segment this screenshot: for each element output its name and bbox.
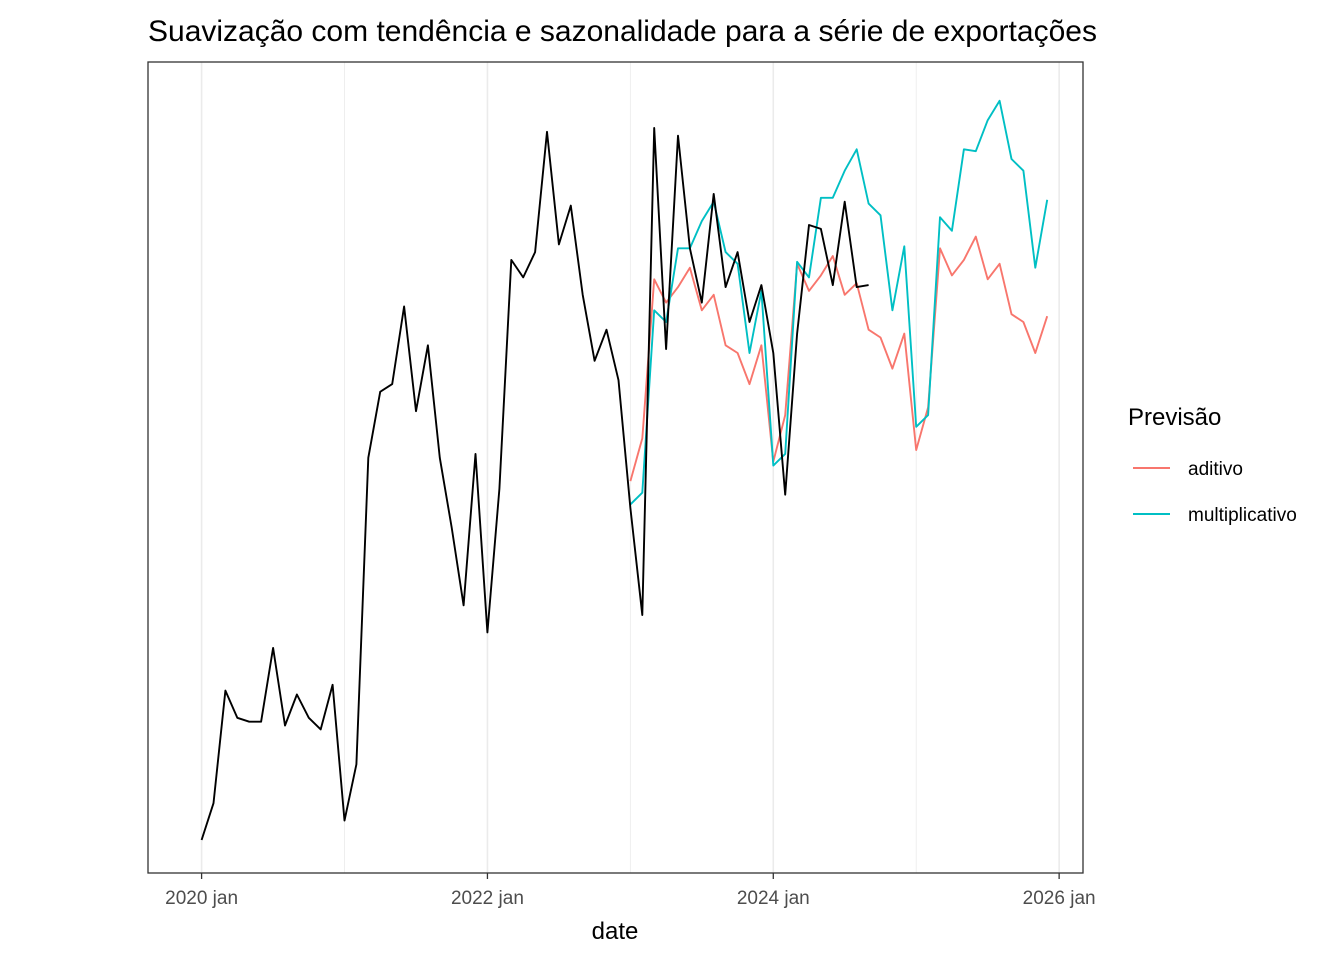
legend-entries: aditivo multiplicativo (1133, 459, 1297, 526)
panel-border (147, 61, 1084, 874)
x-axis-title: date (592, 918, 639, 945)
x-tick-label: 2024 jan (737, 888, 810, 909)
series-line-multiplicativo (629, 99, 1049, 506)
chart-title: Suavização com tendência e sazonalidade … (148, 15, 1097, 48)
legend-label-multiplicativo: multiplicativo (1188, 505, 1297, 526)
series-lines (200, 99, 1049, 841)
series-line-aditivo (629, 235, 1049, 482)
x-tick-label: 2020 jan (165, 888, 238, 909)
legend-label-aditivo: aditivo (1188, 459, 1243, 480)
grid (200, 62, 1060, 873)
x-tick-label: 2022 jan (451, 888, 524, 909)
x-tick-label: 2026 jan (1023, 888, 1096, 909)
axes: 1.5e+102.0e+102.5e+103.0e+102020 jan2022… (165, 873, 1096, 909)
legend: Previsão aditivo multiplicativo (1128, 404, 1297, 526)
series-line-observed (200, 127, 869, 841)
legend-title: Previsão (1128, 404, 1221, 431)
